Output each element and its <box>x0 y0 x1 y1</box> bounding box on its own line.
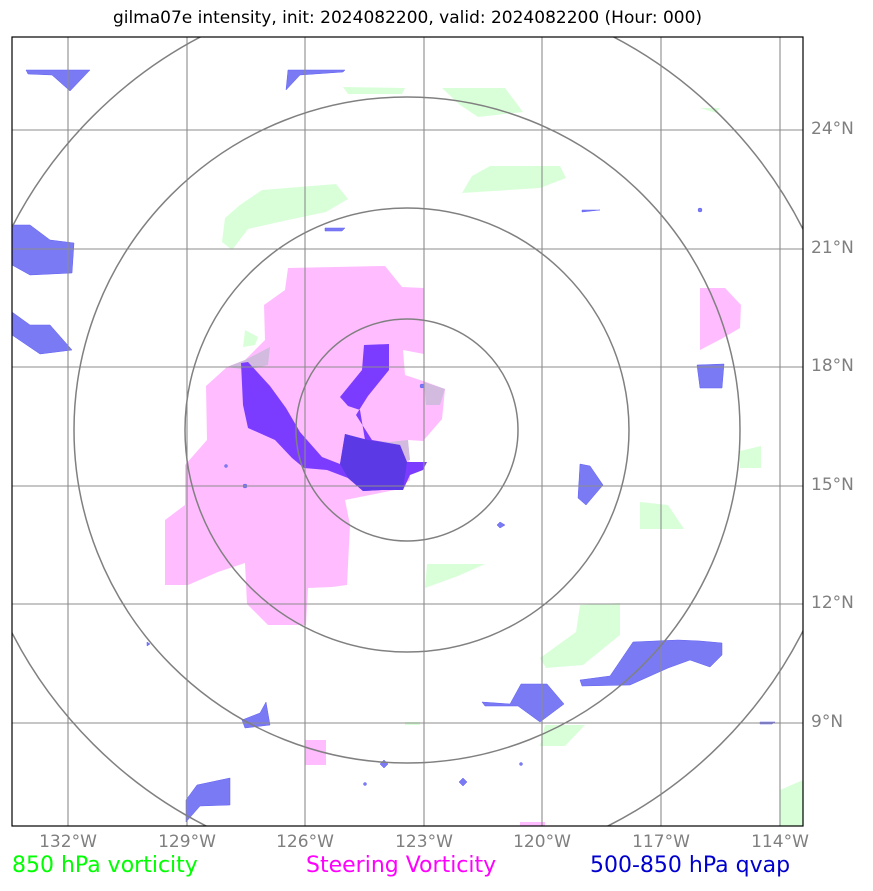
lon-tick-label: 120°W <box>513 832 571 852</box>
lon-tick-label: 126°W <box>276 832 334 852</box>
lat-tick-label: 24°N <box>811 119 854 139</box>
lon-tick-label: 129°W <box>158 832 216 852</box>
range-rings <box>12 37 803 826</box>
qvap-fields <box>12 69 776 823</box>
vorticity-850-fields <box>222 87 803 826</box>
lon-tick-label: 114°W <box>751 832 809 852</box>
lat-tick-label: 15°N <box>811 475 854 495</box>
lon-tick-label: 123°W <box>395 832 453 852</box>
steering-vorticity-fields <box>165 266 741 826</box>
map-title: gilma07e intensity, init: 2024082200, va… <box>112 8 703 28</box>
lat-tick-label: 18°N <box>811 356 854 376</box>
legend-850-vorticity: 850 hPa vorticity <box>12 853 198 878</box>
lat-tick-label: 21°N <box>811 238 854 258</box>
legend-qvap: 500-850 hPa qvap <box>590 853 791 878</box>
lat-tick-label: 12°N <box>811 593 854 613</box>
legend-steering-vorticity: Steering Vorticity <box>306 853 497 878</box>
map-gridlines <box>12 37 803 826</box>
lon-tick-label: 132°W <box>39 832 97 852</box>
map-frame <box>11 36 804 827</box>
lat-tick-label: 9°N <box>811 712 844 732</box>
qvap-core <box>241 344 427 491</box>
lon-tick-label: 117°W <box>632 832 690 852</box>
